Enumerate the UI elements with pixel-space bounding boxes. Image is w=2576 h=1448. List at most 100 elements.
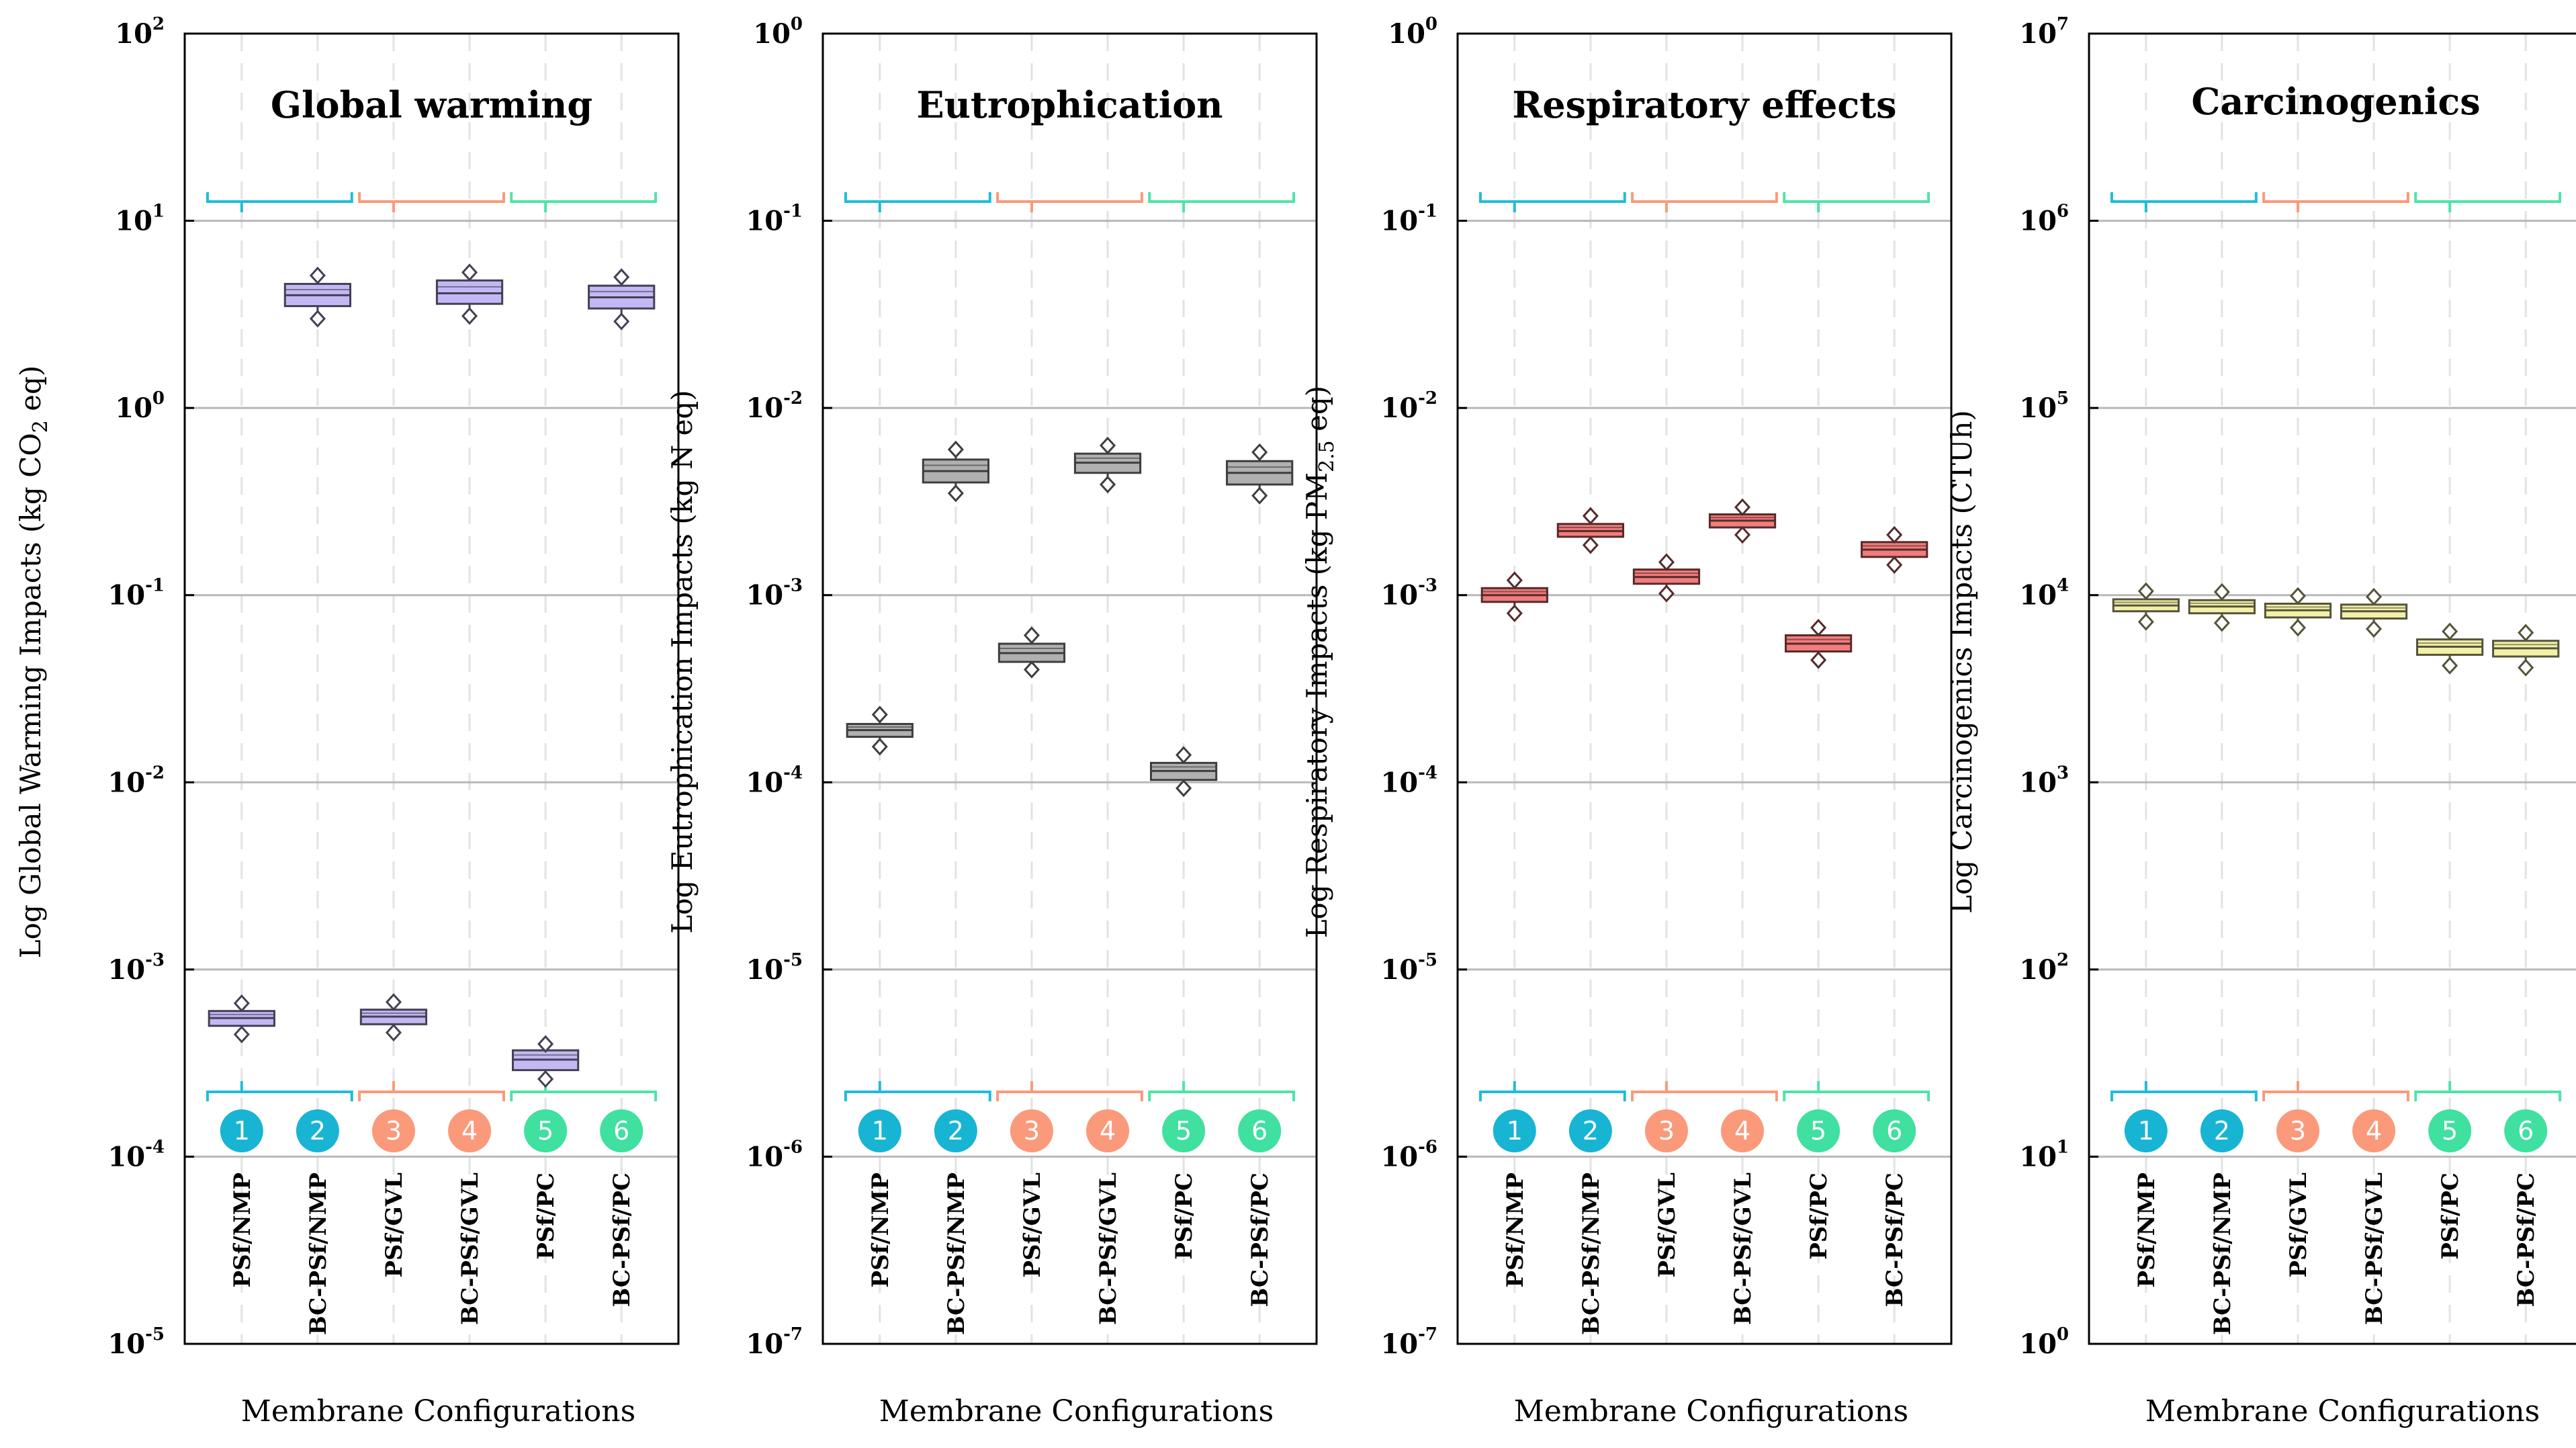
config-badge (1238, 1109, 1282, 1152)
category-label: BC-PSf/NMP (305, 1173, 332, 1335)
box-1 (208, 994, 275, 1044)
y-tick-label: 100 (115, 388, 165, 424)
y-tick-exponent: -6 (783, 1137, 803, 1157)
box-min-marker (871, 738, 888, 756)
box-min-marker (309, 310, 326, 328)
config-badge-number: 3 (386, 1116, 402, 1146)
config-badge-number: 6 (613, 1116, 629, 1146)
box-max-marker (1582, 507, 1599, 525)
group-bracket (1783, 1081, 1930, 1101)
y-axis-label-subscript: 2 (29, 420, 52, 433)
box-max-marker (309, 266, 326, 285)
box-max-marker (1506, 571, 1523, 589)
group-bracket (1148, 192, 1296, 212)
y-tick-label: 10-7 (1380, 1324, 1437, 1360)
config-badge-number: 4 (1734, 1116, 1750, 1146)
group-bracket (1478, 1081, 1626, 1101)
config-badge (1644, 1109, 1688, 1152)
y-tick-exponent: -4 (1418, 763, 1437, 783)
config-badge (1873, 1109, 1916, 1152)
box-2 (1556, 507, 1625, 554)
y-axis-label-part: Log Eutrophication Impacts (kg N eq) (666, 390, 699, 933)
y-axis-label-part: eq) (1300, 386, 1333, 440)
y-tick-exponent: -4 (783, 763, 803, 783)
y-tick-label: 105 (2019, 388, 2069, 424)
box-max-marker (385, 993, 402, 1011)
box-max-marker (1734, 498, 1751, 517)
y-tick-exponent: 0 (2057, 1324, 2069, 1345)
config-badge-number: 3 (2290, 1116, 2306, 1146)
y-tick-label: 10-6 (746, 1137, 803, 1173)
config-badge (1721, 1109, 1765, 1152)
box-max-marker (1251, 443, 1268, 462)
config-badge (1797, 1109, 1840, 1152)
category-label: PSf/NMP (229, 1173, 256, 1287)
y-tick-label: 10-5 (107, 1324, 165, 1360)
y-tick-exponent: -7 (783, 1324, 803, 1345)
box-min-marker (461, 307, 478, 325)
box-6 (2492, 624, 2560, 677)
chart-title: Carcinogenics (2191, 80, 2480, 123)
box-max-marker (461, 263, 478, 282)
chart-panel-2: 10-710-610-510-410-310-210-1100Eutrophic… (666, 14, 1318, 1429)
box-min-marker (2213, 613, 2230, 632)
box-min-marker (1810, 651, 1827, 669)
category-label: PSf/NMP (867, 1173, 894, 1287)
category-label: PSf/PC (1171, 1173, 1198, 1260)
y-tick-exponent: -6 (1418, 1137, 1437, 1157)
box-min-marker (2518, 658, 2534, 677)
box-3 (997, 626, 1066, 679)
box-max-marker (2366, 587, 2383, 606)
y-tick-exponent: 6 (2057, 202, 2069, 222)
group-bracket (1631, 192, 1778, 212)
y-tick-label: 100 (1388, 14, 1437, 50)
category-label: BC-PSf/GVL (1095, 1173, 1122, 1325)
y-tick-label: 10-3 (107, 950, 165, 986)
y-tick-exponent: 2 (152, 14, 165, 34)
group-bracket (1148, 1081, 1296, 1101)
y-tick-label: 106 (2019, 202, 2069, 237)
y-tick-label: 107 (2019, 14, 2069, 50)
y-tick-exponent: -2 (1418, 388, 1437, 409)
y-tick-exponent: -7 (1418, 1324, 1437, 1345)
box-max-marker (1810, 618, 1827, 637)
box-min-marker (1175, 779, 1192, 798)
y-tick-label: 100 (2019, 1324, 2069, 1360)
box-3 (2264, 587, 2332, 637)
config-badge-number: 1 (2138, 1116, 2154, 1146)
box-min-marker (1734, 525, 1751, 544)
box-min-marker (1100, 475, 1116, 494)
box-5 (1784, 618, 1853, 669)
box-6 (588, 268, 656, 331)
box-max-marker (2518, 624, 2534, 642)
box-1 (846, 706, 914, 756)
y-axis-label: Log Eutrophication Impacts (kg N eq) (666, 390, 699, 933)
category-label: PSf/GVL (1654, 1173, 1681, 1278)
group-bracket (2110, 1081, 2258, 1101)
box-4 (2340, 587, 2408, 638)
category-label: BC-PSf/GVL (1730, 1173, 1757, 1325)
config-badge (934, 1109, 977, 1152)
y-tick-exponent: 0 (1425, 14, 1437, 34)
x-axis-label: Membrane Configurations (2145, 1394, 2540, 1429)
plot-frame (183, 32, 680, 1345)
config-badge-number: 2 (310, 1116, 326, 1146)
category-label: PSf/PC (2437, 1173, 2464, 1260)
config-badge-number: 4 (461, 1116, 478, 1146)
y-tick-exponent: -3 (783, 576, 803, 596)
group-bracket (1631, 1081, 1778, 1101)
config-badge-number: 3 (1658, 1116, 1675, 1146)
box-4 (435, 263, 504, 325)
box-min-marker (1506, 604, 1523, 622)
plot-frame (2088, 32, 2576, 1345)
plot-frame (1456, 32, 1953, 1345)
group-bracket (844, 192, 991, 212)
group-bracket (2262, 1081, 2409, 1101)
box-min-marker (613, 312, 630, 331)
y-tick-label: 10-3 (746, 576, 803, 611)
y-tick-exponent: 3 (2057, 763, 2069, 783)
y-tick-exponent: 1 (152, 202, 165, 222)
y-tick-exponent: -1 (783, 202, 803, 222)
group-bracket (844, 1081, 991, 1101)
y-tick-label: 10-6 (1380, 1137, 1437, 1173)
